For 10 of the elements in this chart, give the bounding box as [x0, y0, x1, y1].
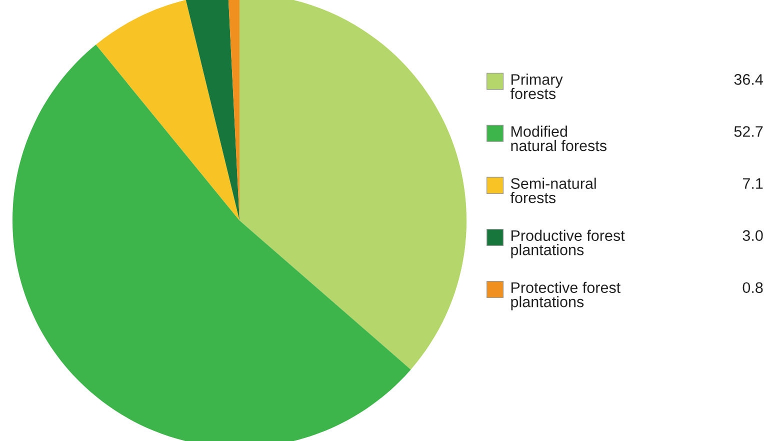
data-label: 0.8: [742, 282, 763, 294]
data-label: 52.7: [734, 126, 763, 137]
legend-label: Productive forest plantations: [511, 230, 625, 258]
legend-label: Semi-natural forests: [510, 178, 596, 204]
data-label: 7.1: [742, 178, 763, 189]
legend-label: Primary forests: [510, 74, 563, 100]
legend-label: Modified natural forests: [511, 126, 606, 152]
legend-label: Protective forest plantations: [511, 282, 621, 310]
data-label: 36.4: [734, 74, 763, 85]
data-label: 3.0: [742, 230, 763, 241]
